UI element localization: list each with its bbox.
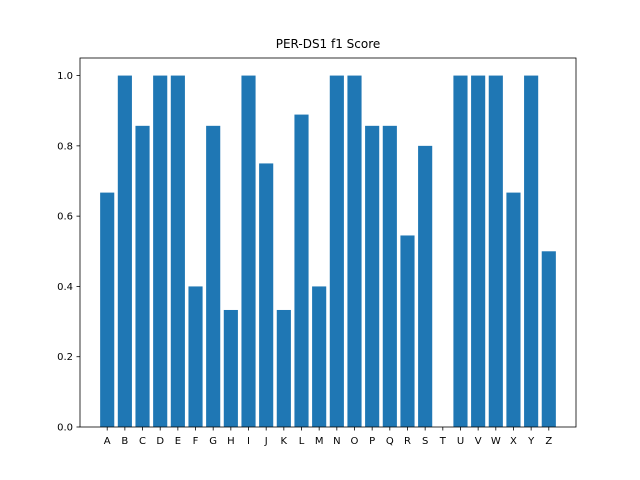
x-tick-label: Q xyxy=(386,436,394,447)
y-tick-label: 0.4 xyxy=(57,282,73,293)
bar-Z xyxy=(541,251,556,427)
bar-B xyxy=(117,75,132,427)
x-tick-label: B xyxy=(121,436,128,447)
y-tick-label: 0.8 xyxy=(57,141,73,152)
bar-R xyxy=(400,235,415,427)
y-tick-label: 0.2 xyxy=(57,352,73,363)
bar-E xyxy=(170,75,185,427)
x-tick-label: S xyxy=(422,436,428,447)
bar-K xyxy=(276,309,291,427)
x-tick-label: E xyxy=(175,436,181,447)
chart-title: PER-DS1 f1 Score xyxy=(276,37,381,51)
bar-M xyxy=(312,286,327,427)
y-axis: 0.0 0.2 0.4 0.6 0.8 1.0 xyxy=(57,71,80,434)
y-tick-label: 1.0 xyxy=(57,71,73,82)
x-tick-label: C xyxy=(139,436,146,447)
bar-X xyxy=(506,192,521,427)
x-tick-label: K xyxy=(281,436,288,447)
x-tick-label: Z xyxy=(545,436,552,447)
plot-frame xyxy=(79,57,577,428)
x-tick-label: F xyxy=(193,436,199,447)
x-tick-label: H xyxy=(227,436,235,447)
x-tick-label: N xyxy=(333,436,340,447)
x-tick-label: D xyxy=(156,436,164,447)
bars-group xyxy=(100,75,556,428)
x-tick-label: Y xyxy=(527,436,535,447)
bar-S xyxy=(418,145,433,428)
x-tick-label: G xyxy=(209,436,217,447)
x-tick-label: P xyxy=(369,436,375,447)
x-tick-label: V xyxy=(475,436,482,447)
y-tick-label: 0.0 xyxy=(57,423,73,434)
bar-G xyxy=(206,125,221,427)
x-tick-label: I xyxy=(247,436,250,447)
x-tick-label: U xyxy=(457,436,464,447)
y-tick-label: 0.6 xyxy=(57,212,73,223)
x-tick-label: O xyxy=(351,436,359,447)
bar-W xyxy=(488,75,503,427)
bar-I xyxy=(241,75,256,427)
bar-L xyxy=(294,114,309,427)
bar-Y xyxy=(524,75,539,427)
x-tick-label: M xyxy=(315,436,324,447)
bar-U xyxy=(453,75,468,427)
bar-F xyxy=(188,286,203,427)
bar-P xyxy=(365,125,380,427)
x-tick-label: L xyxy=(299,436,305,447)
x-tick-label: T xyxy=(439,436,447,447)
bar-D xyxy=(153,75,168,427)
bar-C xyxy=(135,125,150,427)
x-tick-label: R xyxy=(404,436,411,447)
x-tick-label: A xyxy=(104,436,111,447)
bar-A xyxy=(100,192,115,427)
bar-N xyxy=(329,75,344,427)
bar-V xyxy=(471,75,486,427)
x-tick-label: J xyxy=(264,436,268,447)
bar-J xyxy=(259,163,274,427)
x-tick-label: W xyxy=(491,436,501,447)
x-tick-label: X xyxy=(510,436,517,447)
bar-Q xyxy=(382,125,397,427)
bar-H xyxy=(223,309,238,427)
bar-O xyxy=(347,75,362,427)
